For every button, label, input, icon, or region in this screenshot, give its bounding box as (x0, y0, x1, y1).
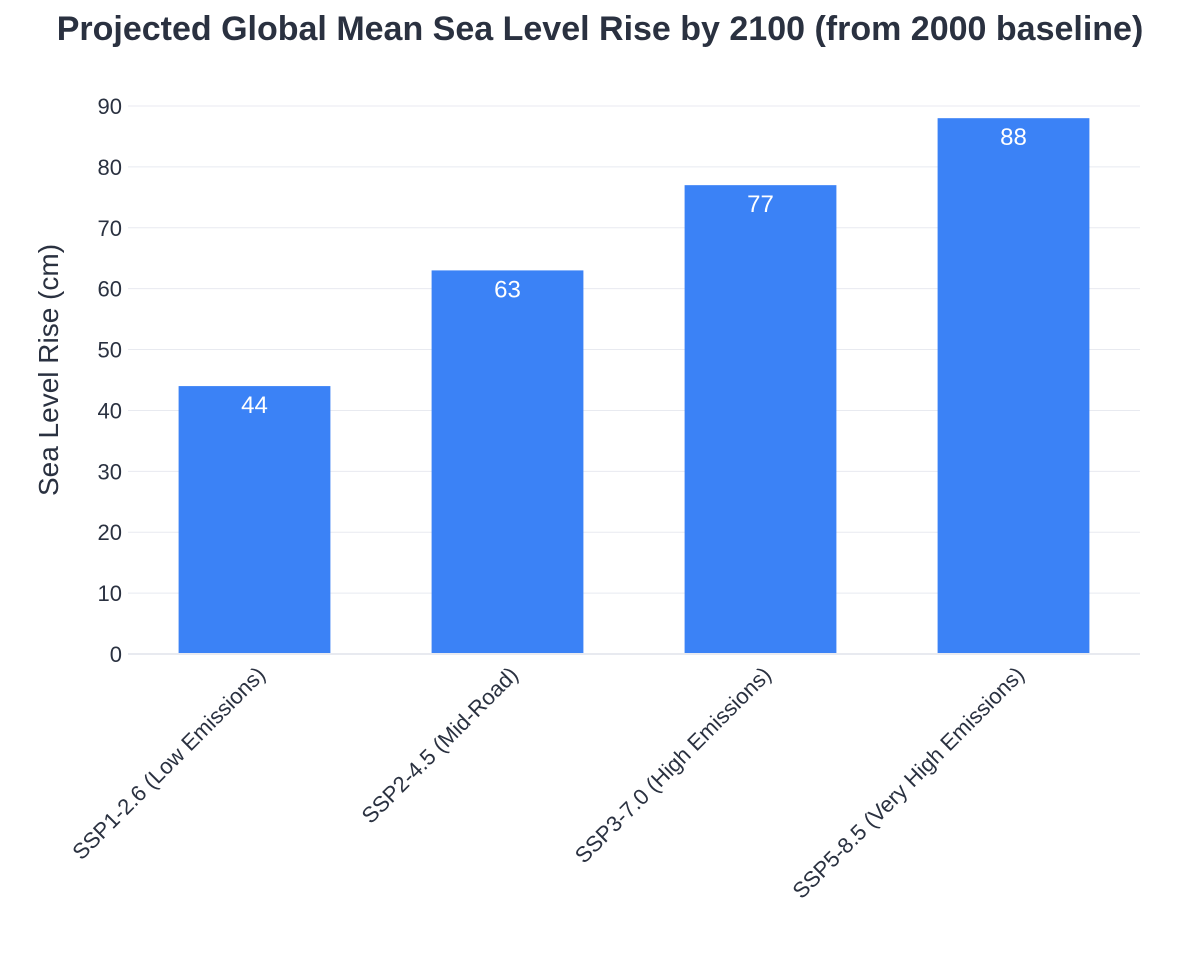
y-tick-label: 20 (98, 520, 122, 545)
y-tick-label: 80 (98, 155, 122, 180)
chart-title: Projected Global Mean Sea Level Rise by … (56, 10, 1144, 48)
x-tick-label: SSP5-8.5 (Very High Emissions) (787, 662, 1029, 904)
y-tick-label: 50 (98, 338, 122, 363)
y-tick-label: 60 (98, 277, 122, 302)
y-tick-label: 30 (98, 459, 122, 484)
x-tick-label: SSP2-4.5 (Mid-Road) (357, 662, 523, 828)
y-tick-label: 0 (110, 642, 122, 667)
y-axis-title: Sea Level Rise (cm) (33, 244, 64, 496)
y-tick-label: 40 (98, 398, 122, 423)
y-tick-label: 70 (98, 216, 122, 241)
y-tick-label: 10 (98, 581, 122, 606)
bar-value-label: 77 (747, 191, 774, 218)
x-tick-label: SSP3-7.0 (High Emissions) (570, 662, 776, 868)
y-axis-ticks: 0 10 20 30 40 50 60 70 80 90 (98, 94, 122, 667)
bar (178, 386, 331, 654)
y-tick-label: 90 (98, 94, 122, 119)
x-tick-label: SSP1-2.6 (Low Emissions) (67, 662, 270, 865)
bar-value-label: 63 (494, 276, 521, 303)
bar (684, 185, 837, 654)
bar-value-label: 44 (241, 392, 268, 419)
bar-value-label: 88 (1000, 124, 1027, 151)
x-axis-ticks: SSP1-2.6 (Low Emissions) SSP2-4.5 (Mid-Ro… (67, 662, 1029, 904)
bars: 44 63 77 88 (178, 118, 1090, 654)
bar (431, 270, 584, 654)
bar (937, 118, 1090, 654)
